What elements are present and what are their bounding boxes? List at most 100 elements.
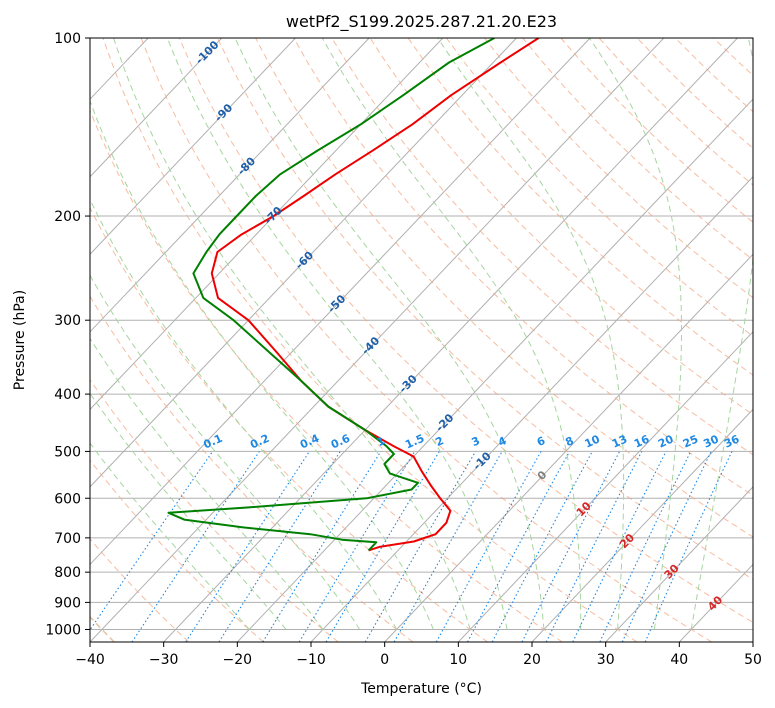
moist-adiabat-line bbox=[690, 38, 753, 630]
moist-adiabat-line bbox=[90, 337, 324, 630]
isotherm-line bbox=[90, 38, 444, 411]
x-axis-label: Temperature (°C) bbox=[360, 681, 482, 697]
x-tick-label: −40 bbox=[75, 652, 105, 668]
isotherm-line bbox=[90, 38, 296, 256]
dry-adiabat-line bbox=[484, 38, 753, 299]
dry-adiabat-line bbox=[407, 38, 753, 376]
mixing-ratio-label: 0.1 bbox=[201, 432, 224, 452]
y-axis-label: Pressure (hPa) bbox=[12, 290, 28, 390]
dry-adiabat-line bbox=[217, 38, 753, 580]
isotherm-line bbox=[605, 486, 753, 642]
isotherm-line bbox=[752, 641, 753, 642]
dry-adiabat-line bbox=[90, 109, 563, 642]
dry-adiabat-line bbox=[255, 38, 753, 538]
moist-adiabat-line bbox=[588, 38, 682, 630]
x-tick-label: −20 bbox=[223, 652, 253, 668]
x-tick-label: −10 bbox=[296, 652, 326, 668]
dry-adiabat-line bbox=[369, 38, 753, 416]
isotherm-line bbox=[531, 408, 753, 642]
y-tick-label: 300 bbox=[54, 313, 81, 329]
mixing-ratio-label: 0.6 bbox=[329, 432, 352, 452]
y-tick-label: 400 bbox=[54, 387, 81, 403]
isotherm-line bbox=[0, 38, 1, 642]
y-tick-label: 1000 bbox=[45, 623, 81, 639]
dry-adiabat-line bbox=[90, 295, 414, 642]
x-tick-label: 10 bbox=[449, 652, 467, 668]
dry-adiabat-line bbox=[102, 38, 638, 642]
mixing-ratio-label: 0.2 bbox=[248, 432, 271, 452]
x-tick-label: 0 bbox=[380, 652, 389, 668]
dry-adiabat-line bbox=[560, 38, 753, 223]
isotherm-line bbox=[678, 563, 753, 642]
mixing-ratio-line bbox=[599, 451, 692, 642]
dry-adiabat-line bbox=[713, 38, 753, 76]
plot-frame bbox=[89, 37, 754, 643]
moist-adiabat-line bbox=[90, 442, 250, 630]
mixing-ratio-label: 1.5 bbox=[403, 432, 426, 452]
isotherm-line bbox=[90, 38, 665, 642]
mixing-ratio-line bbox=[545, 451, 643, 642]
mixing-ratio-label: 0.4 bbox=[298, 432, 321, 452]
dewpoint-line bbox=[167, 38, 495, 552]
mixing-ratio-label: 30 bbox=[701, 432, 721, 450]
mixing-ratio-line bbox=[521, 451, 621, 642]
dry-adiabat-line bbox=[522, 38, 753, 261]
mixing-ratio-line bbox=[644, 451, 733, 642]
mixing-ratio-line bbox=[262, 451, 382, 642]
moist-adiabat-line bbox=[234, 38, 545, 630]
y-tick-label: 700 bbox=[54, 531, 81, 547]
x-tick-label: 40 bbox=[670, 652, 688, 668]
moist-adiabat-line bbox=[90, 274, 361, 630]
isotherm-line bbox=[90, 38, 223, 178]
moist-adiabat-line bbox=[90, 198, 398, 630]
line-labels: 0.1 0.2 0.4 0.6 1 1.5 2 3 4 6 8 10 13 16 20 25 30 36-100-… bbox=[193, 38, 742, 613]
y-tick-label: 200 bbox=[54, 209, 81, 225]
x-tick-label: 20 bbox=[523, 652, 541, 668]
isotherm-line bbox=[384, 253, 753, 642]
mixing-ratio-label: 2 bbox=[433, 434, 445, 449]
mixing-ratio-label: 16 bbox=[632, 432, 652, 450]
axis-ticks: −40 −30 −20 −10 0 10 20 30 40 50 100 200 300 400 500 60… bbox=[45, 31, 762, 668]
y-tick-label: 100 bbox=[54, 31, 81, 47]
y-tick-label: 800 bbox=[54, 565, 81, 581]
dry-adiabat-line bbox=[445, 38, 753, 337]
mixing-ratio-label: 10 bbox=[583, 432, 603, 450]
mixing-ratio-line bbox=[90, 451, 214, 631]
mixing-ratio-label: 25 bbox=[681, 433, 700, 451]
chart-title: wetPf2_S199.2025.287.21.20.E23 bbox=[286, 12, 557, 32]
y-tick-label: 600 bbox=[54, 491, 81, 507]
sounding-series bbox=[167, 38, 540, 552]
moist-adiabat-line bbox=[321, 38, 582, 630]
dry-adiabat-line bbox=[90, 206, 488, 642]
mixing-ratio-label: 36 bbox=[722, 432, 742, 450]
x-tick-label: −30 bbox=[149, 652, 179, 668]
mixing-ratio-label: 3 bbox=[470, 434, 482, 449]
mixing-ratio-line bbox=[467, 451, 571, 642]
moist-adiabat-line bbox=[437, 38, 625, 630]
mixing-ratio-line bbox=[572, 451, 667, 642]
mixing-ratio-line bbox=[131, 451, 260, 642]
dry-adiabat-line bbox=[751, 38, 753, 40]
isotherm-line bbox=[236, 98, 753, 642]
x-tick-label: 30 bbox=[597, 652, 615, 668]
isotherm-line bbox=[163, 38, 738, 642]
y-tick-label: 500 bbox=[54, 444, 81, 460]
isotherm-line bbox=[90, 38, 591, 566]
mixing-ratio-label: 20 bbox=[656, 432, 676, 450]
isotherm-line bbox=[90, 38, 517, 488]
dry-adiabat-line bbox=[90, 378, 339, 642]
dry-adiabat-line bbox=[293, 38, 753, 497]
dry-adiabat-line bbox=[178, 38, 753, 623]
temperature-line bbox=[210, 38, 540, 552]
background-lines bbox=[0, 38, 753, 642]
mixing-ratio-line bbox=[393, 451, 503, 642]
moist-adiabat-line bbox=[90, 99, 434, 630]
dry-adiabat-line bbox=[90, 459, 264, 642]
mixing-ratio-line bbox=[218, 451, 341, 642]
x-tick-label: 50 bbox=[744, 652, 762, 668]
dry-adiabat-line bbox=[636, 38, 753, 149]
dry-adiabat-line bbox=[140, 38, 712, 642]
mixing-ratio-line bbox=[185, 451, 310, 642]
